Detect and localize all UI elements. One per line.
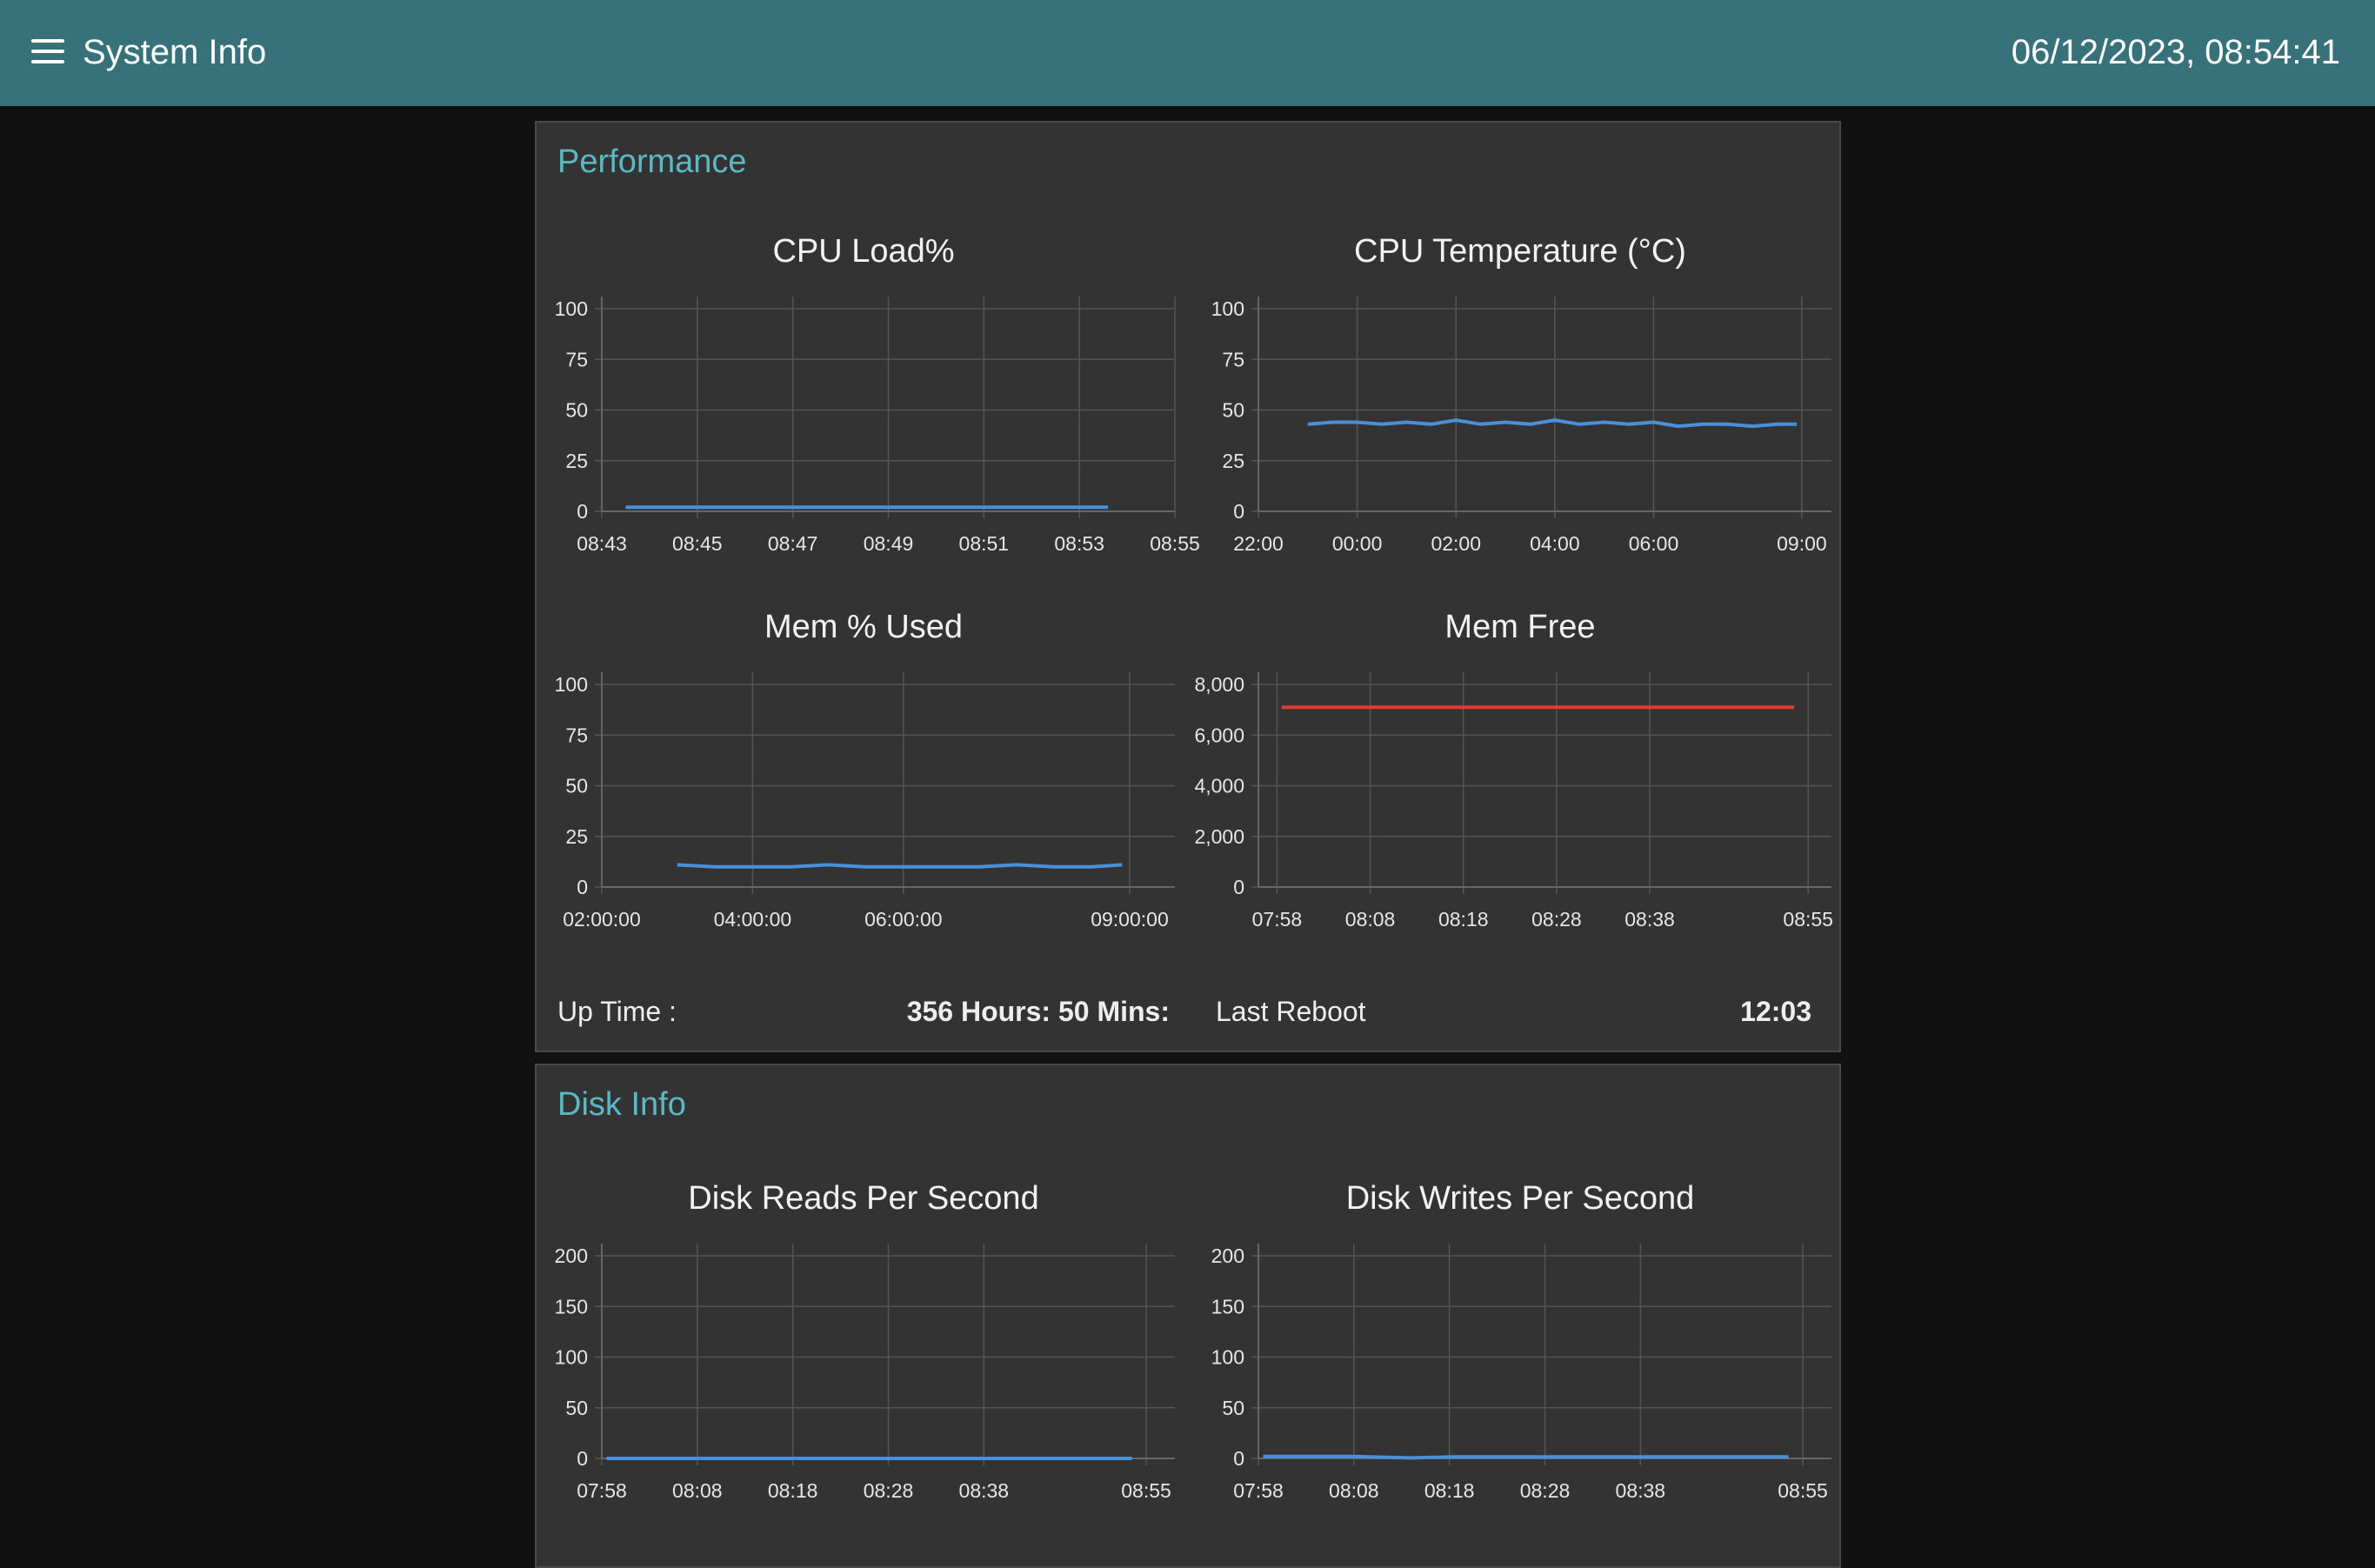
y-tick-label: 50 <box>565 775 588 797</box>
chart-title: Disk Writes Per Second <box>1345 1180 1695 1217</box>
performance-title: Performance <box>557 143 747 180</box>
x-tick-label: 08:18 <box>768 1479 818 1502</box>
x-tick-label: 08:38 <box>1624 908 1675 931</box>
y-tick-label: 0 <box>1233 500 1244 523</box>
chart-svg: 0 25 50 75 100 08:43 08:45 08:47 08:49 08:51 08:53… <box>555 297 1200 555</box>
chart-svg: 0 50 100 150 200 07:58 08:08 08:18 08:28 08:38 08:… <box>555 1244 1175 1502</box>
y-tick-label: 200 <box>1211 1244 1244 1267</box>
disk-writes-chart: Disk Writes Per Second 0 50 100 150 200 07:58… <box>1202 1178 1838 1509</box>
last-reboot-value: 12:03 <box>1740 996 1811 1027</box>
y-tick-label: 50 <box>565 1397 588 1419</box>
x-tick-label: 04:00:00 <box>714 908 792 931</box>
chart-svg: 0 25 50 75 100 22:00 00:00 02:00 04:00 06:00 09:00 <box>1211 297 1831 555</box>
x-tick-label: 08:08 <box>1329 1479 1379 1502</box>
x-tick-label: 08:45 <box>672 532 723 555</box>
x-tick-label: 07:58 <box>1233 1479 1284 1502</box>
cpu-load-chart: CPU Load% 0 25 50 75 100 08:43 08:45 08:47 08:49… <box>545 231 1200 562</box>
y-tick-label: 50 <box>1222 1397 1244 1419</box>
y-tick-label: 100 <box>1211 297 1244 320</box>
chart-title: Mem Free <box>1444 609 1596 645</box>
y-tick-label: 25 <box>565 450 588 472</box>
x-tick-label: 22:00 <box>1233 532 1284 555</box>
disk-info-card: Disk Info Disk Reads Per Second 0 50 100 15… <box>535 1064 1841 1568</box>
series-line <box>1263 1454 1789 1460</box>
y-tick-label: 100 <box>555 673 588 696</box>
y-tick-label: 25 <box>565 825 588 848</box>
last-reboot-label: Last Reboot <box>1216 996 1366 1027</box>
y-tick-label: 0 <box>577 876 588 898</box>
disk-reads-chart: Disk Reads Per Second 0 50 100 150 200 07:58 0… <box>545 1178 1182 1509</box>
x-tick-label: 08:28 <box>1520 1479 1571 1502</box>
x-tick-label: 08:28 <box>864 1479 914 1502</box>
x-tick-label: 07:58 <box>1252 908 1303 931</box>
x-tick-label: 09:00 <box>1777 532 1827 555</box>
disk-info-title: Disk Info <box>557 1086 686 1123</box>
y-tick-label: 100 <box>555 297 588 320</box>
x-tick-label: 02:00:00 <box>563 908 641 931</box>
x-tick-label: 08:28 <box>1531 908 1582 931</box>
x-tick-label: 06:00:00 <box>864 908 943 931</box>
chart-svg: 0 50 100 150 200 07:58 08:08 08:18 08:28 08:38 08:… <box>1211 1244 1831 1502</box>
x-tick-label: 08:55 <box>1150 532 1200 555</box>
x-tick-label: 08:55 <box>1783 908 1833 931</box>
x-tick-label: 08:53 <box>1054 532 1104 555</box>
x-tick-label: 08:55 <box>1121 1479 1171 1502</box>
series-line <box>1307 418 1798 429</box>
y-tick-label: 100 <box>1211 1346 1244 1369</box>
x-tick-label: 08:43 <box>577 532 627 555</box>
x-tick-label: 08:38 <box>1616 1479 1666 1502</box>
datetime-display: 06/12/2023, 08:54:41 <box>2011 33 2340 71</box>
chart-title: CPU Load% <box>772 233 955 270</box>
y-tick-label: 150 <box>555 1295 588 1318</box>
x-tick-label: 02:00 <box>1431 532 1481 555</box>
y-tick-label: 4,000 <box>1194 775 1244 797</box>
chart-title: CPU Temperature (°C) <box>1354 233 1686 270</box>
y-tick-label: 0 <box>577 500 588 523</box>
x-tick-label: 08:38 <box>959 1479 1010 1502</box>
uptime-label: Up Time : <box>557 996 677 1027</box>
y-tick-label: 0 <box>1233 876 1244 898</box>
y-tick-label: 50 <box>1222 399 1244 422</box>
chart-svg: 0 25 50 75 100 02:00:00 04:00:00 06:00:00 09:00:… <box>555 672 1175 931</box>
x-tick-label: 08:18 <box>1424 1479 1475 1502</box>
y-tick-label: 8,000 <box>1194 673 1244 696</box>
y-tick-label: 150 <box>1211 1295 1244 1318</box>
y-tick-label: 200 <box>555 1244 588 1267</box>
y-tick-label: 6,000 <box>1194 724 1244 746</box>
x-tick-label: 00:00 <box>1332 532 1383 555</box>
chart-svg: 0 2,000 4,000 6,000 8,000 07:58 08:08 08:18 08:2… <box>1194 672 1833 931</box>
x-tick-label: 06:00 <box>1629 532 1679 555</box>
y-tick-label: 75 <box>565 724 588 746</box>
chart-title: Mem % Used <box>764 609 964 645</box>
series-line <box>677 863 1123 869</box>
mem-free-chart: Mem Free 0 2,000 4,000 6,000 8,000 07:58 08:08… <box>1194 607 1838 937</box>
app-title: System Info <box>83 33 267 71</box>
x-tick-label: 09:00:00 <box>1091 908 1169 931</box>
performance-card: Performance CPU Load% 0 25 50 75 100 08:43 08:… <box>535 121 1841 1052</box>
y-tick-label: 0 <box>577 1447 588 1470</box>
x-tick-label: 08:08 <box>1345 908 1396 931</box>
y-tick-label: 75 <box>1222 348 1244 370</box>
x-tick-label: 08:18 <box>1438 908 1489 931</box>
y-tick-label: 50 <box>565 399 588 422</box>
x-tick-label: 08:47 <box>768 532 818 555</box>
y-tick-label: 75 <box>565 348 588 370</box>
y-tick-label: 0 <box>1233 1447 1244 1470</box>
x-tick-label: 07:58 <box>577 1479 627 1502</box>
y-tick-label: 25 <box>1222 450 1244 472</box>
y-tick-label: 100 <box>555 1346 588 1369</box>
x-tick-label: 08:51 <box>959 532 1010 555</box>
x-tick-label: 04:00 <box>1530 532 1580 555</box>
chart-title: Disk Reads Per Second <box>688 1180 1039 1217</box>
x-tick-label: 08:55 <box>1778 1479 1828 1502</box>
uptime-value: 356 Hours: 50 Mins: <box>906 996 1170 1027</box>
x-tick-label: 08:08 <box>672 1479 723 1502</box>
app-header: System Info 06/12/2023, 08:54:41 <box>0 0 2375 106</box>
mem-used-chart: Mem % Used 0 25 50 75 100 02:00:00 04:00:00 06:… <box>545 607 1182 937</box>
cpu-temp-chart: CPU Temperature (°C) 0 25 50 75 100 22:00 00:0… <box>1202 231 1838 562</box>
x-tick-label: 08:49 <box>864 532 914 555</box>
hamburger-menu-icon[interactable] <box>31 39 64 67</box>
y-tick-label: 2,000 <box>1194 825 1244 848</box>
